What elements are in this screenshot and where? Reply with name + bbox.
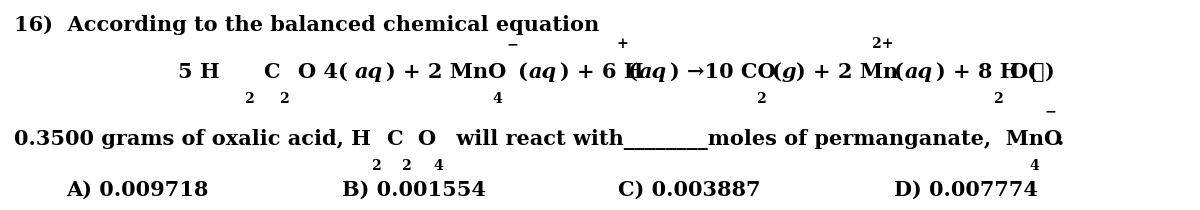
Text: 0.3500 grams of oxalic acid, H: 0.3500 grams of oxalic acid, H [14, 129, 372, 149]
Text: O 4(: O 4( [298, 62, 348, 82]
Text: −: − [506, 37, 518, 51]
Text: 4: 4 [1030, 159, 1039, 173]
Text: ) + 2 Mn: ) + 2 Mn [796, 62, 898, 82]
Text: C) 0.003887: C) 0.003887 [618, 179, 761, 199]
Text: ) + 2 MnO: ) + 2 MnO [386, 62, 506, 82]
Text: C: C [263, 62, 280, 82]
Text: −: − [1044, 105, 1056, 118]
Text: (: ( [518, 62, 528, 82]
Text: 2: 2 [280, 92, 289, 106]
Text: ) + 8 H: ) + 8 H [936, 62, 1020, 82]
Text: 2: 2 [402, 159, 412, 173]
Text: D) 0.007774: D) 0.007774 [894, 179, 1038, 199]
Text: +: + [617, 37, 629, 51]
Text: (: ( [772, 62, 781, 82]
Text: (: ( [894, 62, 904, 82]
Text: ) →10 CO: ) →10 CO [670, 62, 782, 82]
Text: 2: 2 [994, 92, 1003, 106]
Text: .: . [1056, 129, 1063, 149]
Text: 5 H: 5 H [178, 62, 220, 82]
Text: (: ( [628, 62, 637, 82]
Text: 4: 4 [433, 159, 443, 173]
Text: g: g [781, 62, 796, 82]
Text: aq: aq [905, 62, 932, 82]
Text: C: C [386, 129, 403, 149]
Text: aq: aq [529, 62, 557, 82]
Text: ) + 6 H: ) + 6 H [560, 62, 644, 82]
Text: O(: O( [1009, 62, 1037, 82]
Text: 16)  According to the balanced chemical equation: 16) According to the balanced chemical e… [14, 15, 600, 35]
Text: aq: aq [355, 62, 383, 82]
Text: will react with________moles of permanganate,  MnO: will react with________moles of permanga… [449, 129, 1062, 150]
Text: 2+: 2+ [872, 37, 894, 51]
Text: 2: 2 [757, 92, 767, 106]
Text: ℓ: ℓ [1032, 62, 1044, 82]
Text: ): ) [1045, 62, 1055, 82]
Text: 2: 2 [245, 92, 254, 106]
Text: 4: 4 [492, 92, 502, 106]
Text: A) 0.009718: A) 0.009718 [66, 179, 209, 199]
Text: B) 0.001554: B) 0.001554 [342, 179, 486, 199]
Text: O: O [418, 129, 436, 149]
Text: 2: 2 [372, 159, 382, 173]
Text: aq: aq [638, 62, 666, 82]
